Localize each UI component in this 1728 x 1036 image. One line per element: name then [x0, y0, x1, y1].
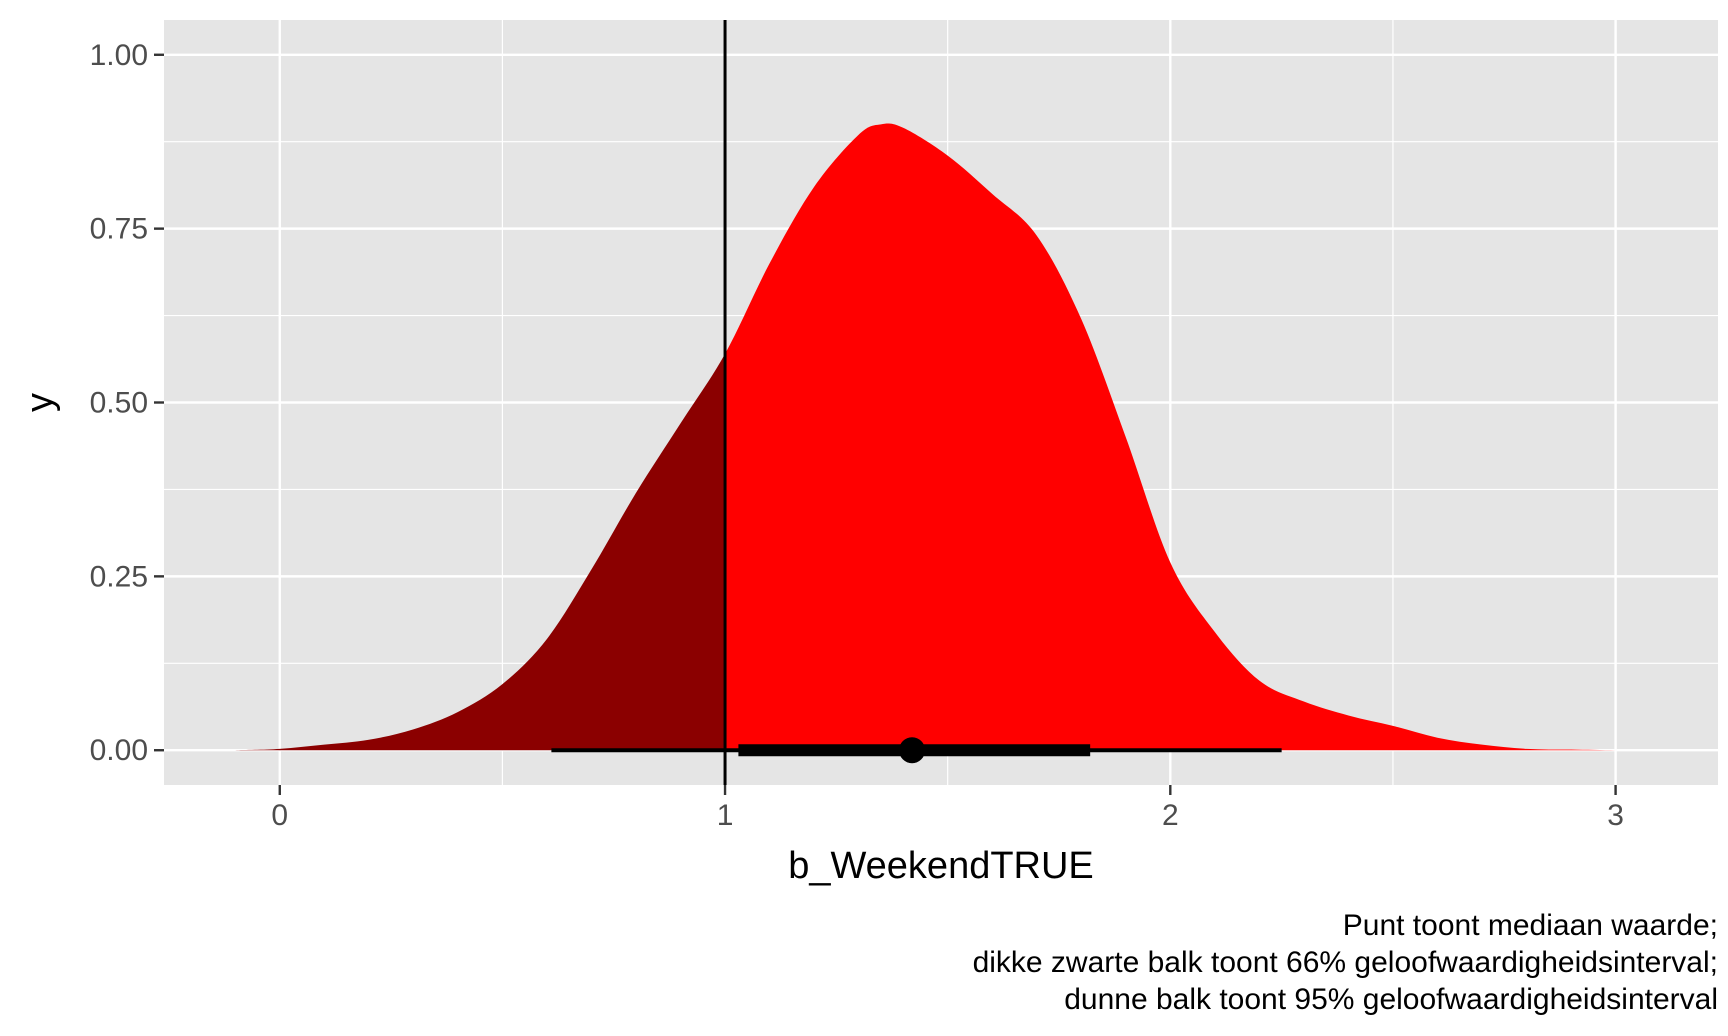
- y-tick-label: 0.00: [90, 734, 148, 767]
- x-tick-label: 3: [1607, 799, 1624, 832]
- density-layer: [235, 123, 1647, 751]
- caption: Punt toont mediaan waarde; dikke zwarte …: [973, 909, 1718, 1016]
- density-area-below-reference: [235, 353, 726, 751]
- y-tick-label: 1.00: [90, 39, 148, 72]
- x-axis: 0 1 2 3: [271, 785, 1624, 832]
- x-tick-label: 2: [1162, 799, 1179, 832]
- y-tick-label: 0.50: [90, 387, 148, 420]
- density-area-above-reference: [725, 123, 1647, 751]
- y-tick-label: 0.25: [90, 560, 148, 593]
- caption-line-3: dunne balk toont 95% geloofwaardigheidsi…: [1064, 983, 1718, 1016]
- y-tick-label: 0.75: [90, 213, 148, 246]
- median-point: [899, 737, 926, 764]
- y-axis-title: y: [19, 393, 61, 412]
- y-axis: 0.00 0.25 0.50 0.75 1.00: [90, 39, 164, 767]
- caption-line-1: Punt toont mediaan waarde;: [1343, 909, 1718, 942]
- caption-line-2: dikke zwarte balk toont 66% geloofwaardi…: [973, 946, 1718, 979]
- x-axis-title: b_WeekendTRUE: [788, 845, 1094, 887]
- x-tick-label: 0: [271, 799, 288, 832]
- x-tick-label: 1: [717, 799, 734, 832]
